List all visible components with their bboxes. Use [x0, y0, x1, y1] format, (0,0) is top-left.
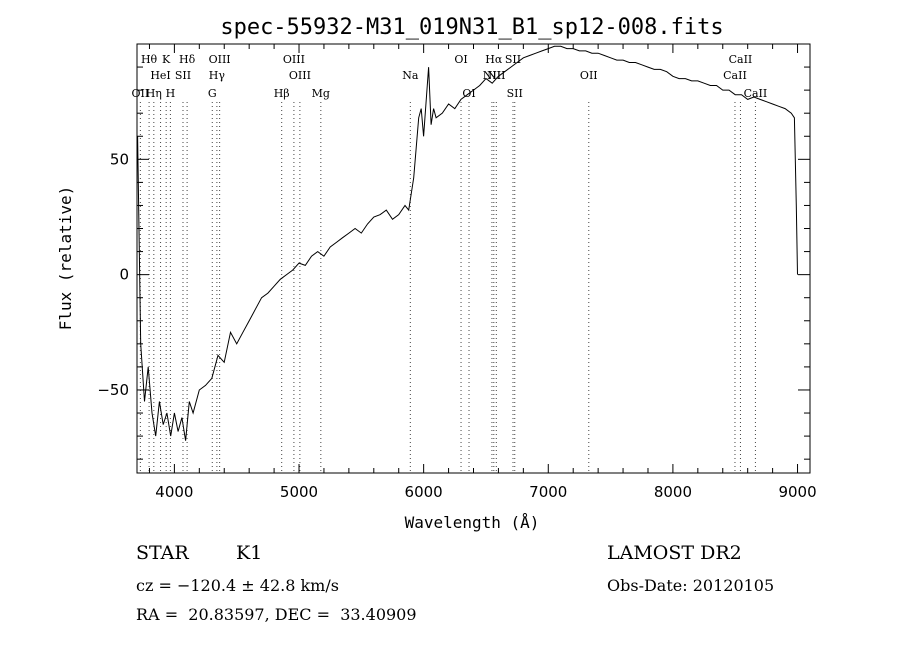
line-annotation: Hγ [209, 69, 226, 82]
obs-date: Obs-Date: 20120105 [607, 576, 775, 595]
line-annotation: OII [580, 69, 598, 82]
plot-frame [136, 43, 811, 474]
y-tick-label: 0 [119, 266, 129, 284]
line-annotation: H [166, 87, 176, 100]
line-annotation: K [162, 53, 171, 66]
line-annotation: OI [454, 53, 467, 66]
line-markers [139, 102, 756, 473]
line-annotation: SII [507, 87, 523, 100]
x-tick-label: 6000 [405, 483, 443, 501]
line-annotation: SII [505, 53, 521, 66]
line-annotation: Hη [146, 87, 162, 100]
line-annotation: Mg [312, 87, 330, 100]
line-annotation: Hα [485, 53, 503, 66]
y-tick-label: 50 [110, 150, 129, 168]
x-tick-label: 9000 [778, 483, 816, 501]
survey-name: LAMOST DR2 [607, 542, 742, 564]
object-class: STAR [136, 542, 189, 564]
x-tick-label: 4000 [155, 483, 193, 501]
line-annotation: Hδ [179, 53, 196, 66]
line-annotation: Na [402, 69, 419, 82]
line-annotation: G [208, 87, 217, 100]
chart-title: spec-55932-M31_019N31_B1_sp12-008.fits [220, 15, 723, 40]
y-tick-label: −50 [97, 381, 129, 399]
line-annotation: OIII [283, 53, 305, 66]
x-axis-ticks: 4000 5000 6000 7000 8000 9000 [148, 44, 817, 501]
line-annotation: NII [487, 69, 505, 82]
line-annotation: OIII [289, 69, 311, 82]
x-tick-label: 5000 [280, 483, 318, 501]
line-annotation: CaII [729, 53, 753, 66]
x-tick-label: 7000 [529, 483, 567, 501]
line-annotation: OII [132, 87, 150, 100]
spectrum-line [137, 45, 798, 441]
x-tick-label: 8000 [654, 483, 692, 501]
x-axis-label: Wavelength (Å) [405, 513, 540, 532]
line-annotation: SII [175, 69, 191, 82]
line-annotation: CaII [723, 69, 747, 82]
line-annotation: CaII [744, 87, 768, 100]
object-subclass: K1 [236, 542, 263, 564]
line-annotation: Hθ [141, 53, 158, 66]
line-annotation: OIII [209, 53, 231, 66]
line-annotation: Hβ [274, 87, 290, 100]
line-annotation: HeI [150, 69, 170, 82]
y-axis-ticks: −50 0 50 [97, 43, 810, 460]
y-axis-label: Flux (relative) [56, 186, 75, 331]
coordinates: RA = 20.83597, DEC = 33.40909 [136, 605, 417, 624]
redshift-cz: cz = −120.4 ± 42.8 km/s [136, 576, 339, 595]
